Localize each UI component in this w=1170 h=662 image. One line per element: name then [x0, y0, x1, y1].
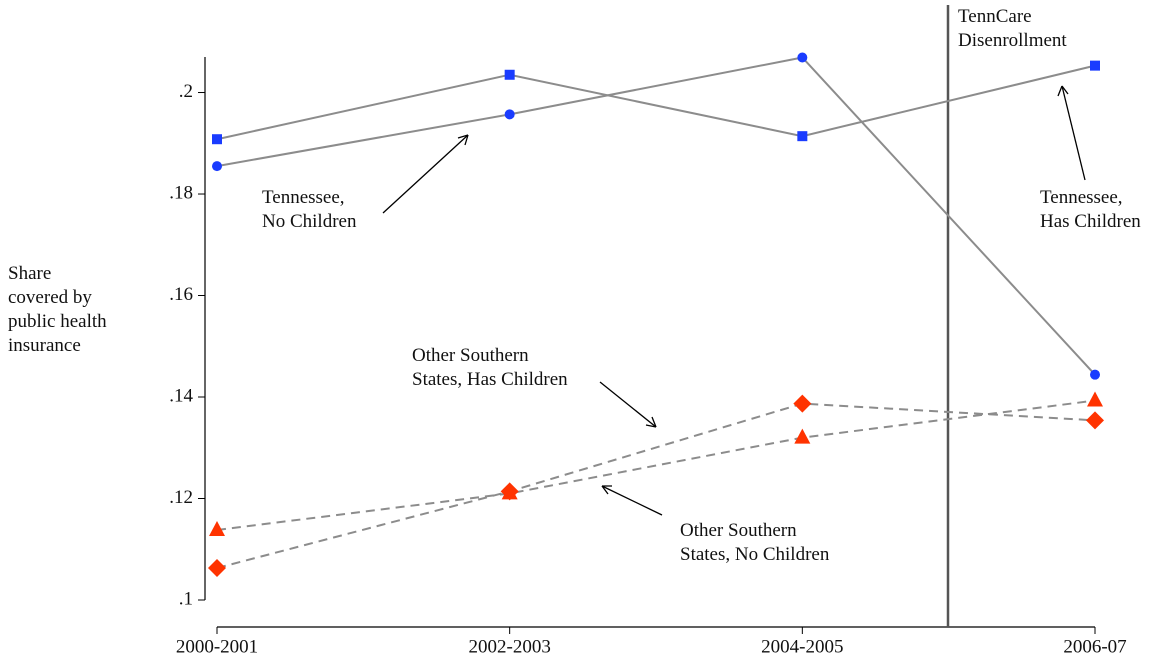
- arrow: [601, 485, 663, 516]
- series-label: Tennessee, Has Children: [1040, 187, 1141, 232]
- series-line: [216, 399, 1096, 531]
- marker: [504, 109, 515, 120]
- marker: [797, 52, 808, 63]
- arrow-head: [457, 134, 469, 146]
- marker: [504, 69, 515, 80]
- y-axis-label: Share covered by public health insurance: [8, 263, 107, 356]
- event-label: TennCare Disenrollment: [958, 6, 1067, 51]
- arrow-head: [1057, 85, 1069, 97]
- series-line: [216, 402, 1096, 569]
- marker: [1090, 60, 1100, 71]
- marker: [797, 131, 808, 142]
- arrow: [382, 134, 469, 214]
- marker: [212, 134, 222, 145]
- marker: [208, 559, 226, 578]
- marker: [1087, 391, 1103, 407]
- marker: [212, 161, 222, 172]
- x-tick-label: 2002-2003: [469, 636, 551, 657]
- y-tick-label: .2: [179, 81, 193, 102]
- marker: [1086, 411, 1104, 430]
- series-label: Other Southern States, No Children: [680, 520, 830, 565]
- y-tick-label: .1: [179, 588, 193, 609]
- marker: [794, 428, 811, 444]
- y-tick-label: .12: [169, 487, 193, 508]
- y-tick-label: .16: [169, 284, 193, 305]
- marker: [793, 394, 812, 413]
- x-tick-label: 2000-2001: [176, 636, 258, 657]
- arrow-head: [645, 416, 657, 428]
- y-tick-label: .18: [169, 182, 193, 203]
- x-tick-label: 2006-07: [1063, 636, 1126, 657]
- x-tick-label: 2004-2005: [761, 636, 843, 657]
- arrows: [382, 85, 1086, 516]
- marker: [1090, 369, 1100, 380]
- series-label: Tennessee, No Children: [262, 187, 357, 232]
- series-line: [216, 64, 1096, 141]
- series-line: [216, 56, 1096, 376]
- arrow-head: [601, 485, 612, 495]
- y-tick-label: .14: [169, 385, 193, 406]
- series-label: Other Southern States, Has Children: [412, 345, 568, 390]
- arrow: [1061, 85, 1086, 181]
- arrow: [599, 381, 657, 428]
- marker: [209, 520, 225, 536]
- marker: [501, 484, 518, 500]
